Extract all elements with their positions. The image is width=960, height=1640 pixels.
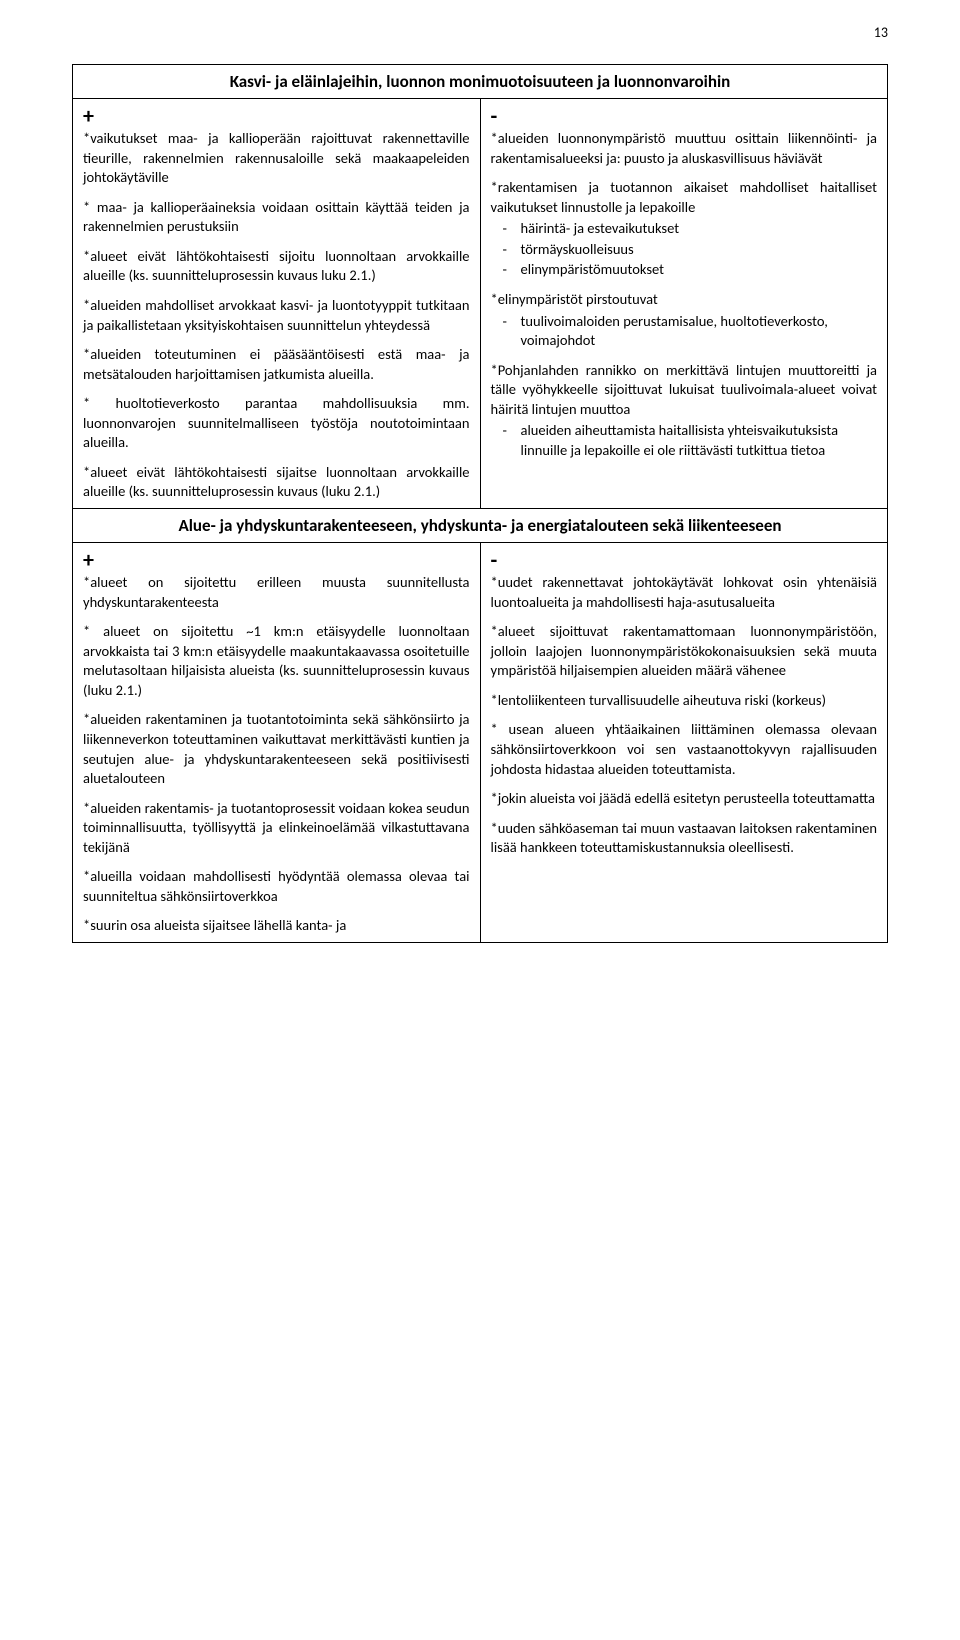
page-number: 13 [874,24,888,41]
list-item: törmäyskuolleisuus [491,240,878,260]
minus-sign: - [491,105,878,127]
plus-sign: + [83,105,470,127]
s1-plus-p5: *alueiden toteutuminen ei pääsääntöisest… [83,345,470,384]
section2-plus-cell: + *alueet on sijoitettu erilleen muusta … [73,543,481,943]
plus-sign: + [83,549,470,571]
s1-plus-p1: *vaikutukset maa- ja kallioperään rajoit… [83,129,470,188]
list-item: alueiden aiheuttamista haitallisista yht… [491,421,878,460]
s2-minus-p3: *lentoliikenteen turvallisuudelle aiheut… [491,691,878,711]
section1-heading: Kasvi- ja eläinlajeihin, luonnon monimuo… [73,65,888,99]
s2-minus-p1: *uudet rakennettavat johtokäytävät lohko… [491,573,878,612]
document-table: Kasvi- ja eläinlajeihin, luonnon monimuo… [72,64,888,943]
s2-minus-p5: *jokin alueista voi jäädä edellä esitety… [491,789,878,809]
s1-minus-p2-intro: *rakentamisen ja tuotannon aikaiset mahd… [491,178,878,217]
s1-plus-p7: *alueet eivät lähtökohtaisesti sijaitse … [83,463,470,502]
s1-plus-p3: *alueet eivät lähtökohtaisesti sijoitu l… [83,247,470,286]
s1-plus-p4: *alueiden mahdolliset arvokkaat kasvi- j… [83,296,470,335]
s2-plus-p3: *alueiden rakentaminen ja tuotantotoimin… [83,710,470,788]
minus-sign: - [491,549,878,571]
s2-plus-p4: *alueiden rakentamis- ja tuotantoprosess… [83,799,470,858]
section1-plus-cell: + *vaikutukset maa- ja kallioperään rajo… [73,99,481,509]
list-item: elinympäristömuutokset [491,260,878,280]
s1-minus-p4-intro: *Pohjanlahden rannikko on merkittävä lin… [491,361,878,420]
section1-minus-cell: - *alueiden luonnonympäristö muuttuu osi… [480,99,888,509]
s2-plus-p6: *suurin osa alueista sijaitsee lähellä k… [83,916,470,936]
s1-minus-p3-label: *elinympäristöt pirstoutuvat [491,290,878,310]
s1-minus-p3-list: tuulivoimaloiden perustamisalue, huoltot… [491,312,878,351]
s2-plus-p2: * alueet on sijoitettu ~1 km:n etäisyyde… [83,622,470,700]
section2-heading: Alue- ja yhdyskuntarakenteeseen, yhdysku… [73,509,888,543]
s2-plus-p5: *alueilla voidaan mahdollisesti hyödyntä… [83,867,470,906]
s1-minus-p4-list: alueiden aiheuttamista haitallisista yht… [491,421,878,460]
s1-minus-p1: *alueiden luonnonympäristö muuttuu ositt… [491,129,878,168]
list-item: häirintä- ja estevaikutukset [491,219,878,239]
s2-minus-p4: * usean alueen yhtäaikainen liittäminen … [491,720,878,779]
s1-plus-p2: * maa- ja kallioperäaineksia voidaan osi… [83,198,470,237]
s2-minus-p2: *alueet sijoittuvat rakentamattomaan luo… [491,622,878,681]
s2-minus-p6: *uuden sähköaseman tai muun vastaavan la… [491,819,878,858]
s1-plus-p6: * huoltotieverkosto parantaa mahdollisuu… [83,394,470,453]
page: 13 Kasvi- ja eläinlajeihin, luonnon moni… [0,0,960,1640]
s1-minus-p2-list: häirintä- ja estevaikutukset törmäyskuol… [491,219,878,280]
s2-plus-p1: *alueet on sijoitettu erilleen muusta su… [83,573,470,612]
section2-minus-cell: - *uudet rakennettavat johtokäytävät loh… [480,543,888,943]
list-item: tuulivoimaloiden perustamisalue, huoltot… [491,312,878,351]
